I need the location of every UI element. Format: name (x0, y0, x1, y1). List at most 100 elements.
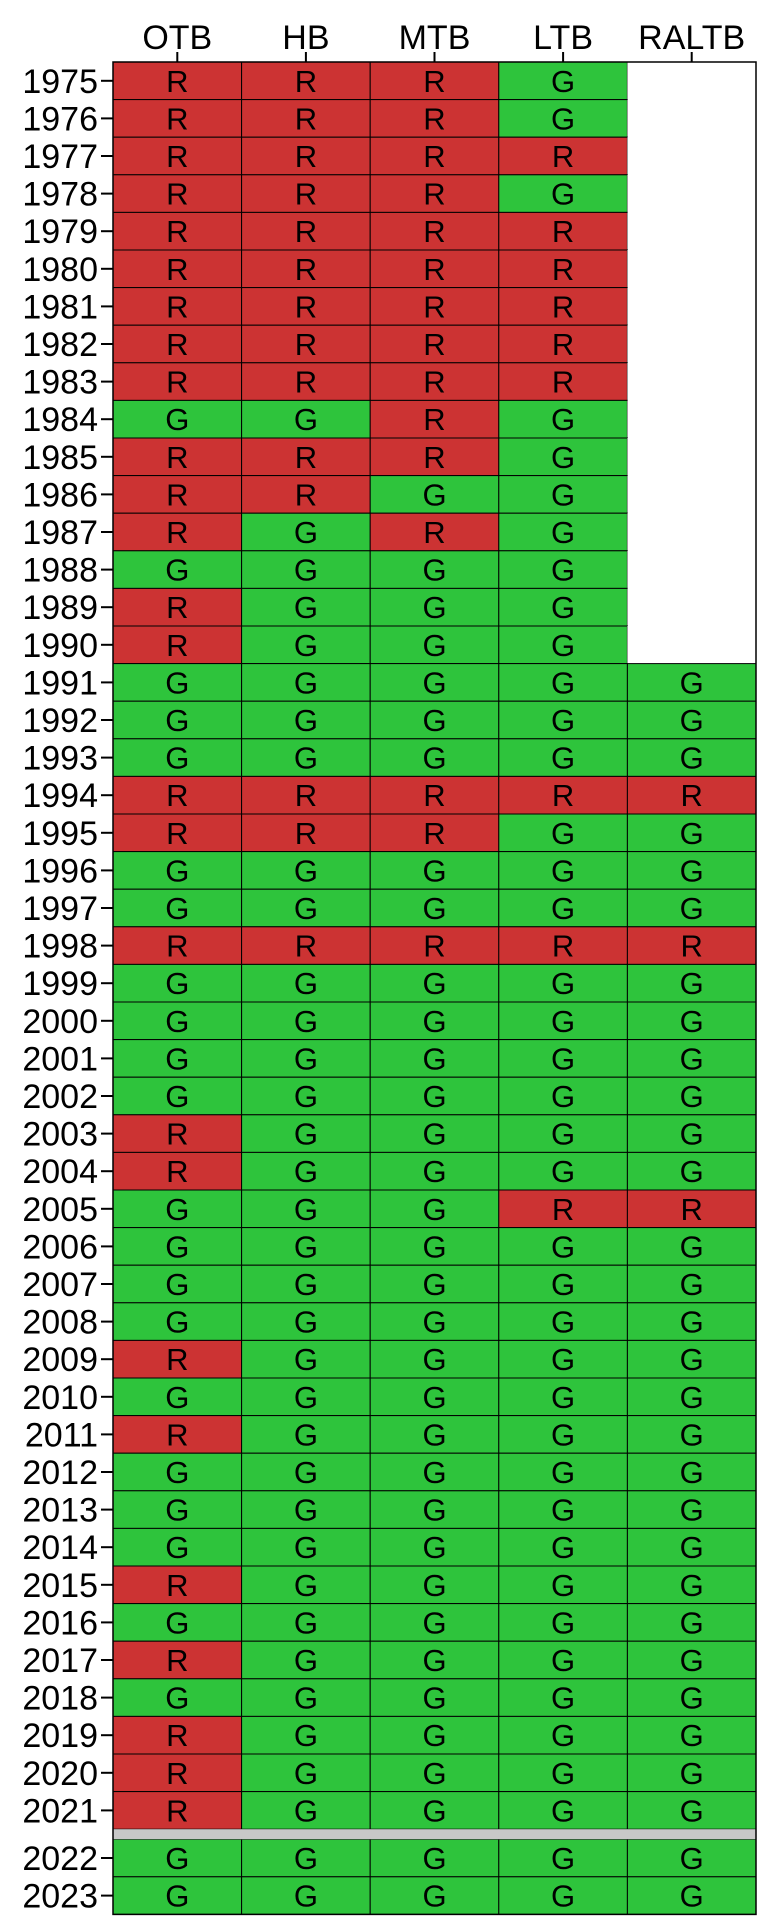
cell-value: G (551, 402, 575, 437)
cell-value: G (551, 1568, 575, 1603)
cell-value: G (551, 515, 575, 550)
cell-value: R (166, 1568, 188, 1603)
heatmap-cell (627, 626, 756, 664)
cell-value: G (680, 1004, 704, 1039)
cell-value: R (552, 778, 574, 813)
cell-value: R (295, 64, 317, 99)
heatmap-cell (498, 1039, 628, 1078)
cell-value: R (295, 139, 317, 174)
cell-value: R (295, 440, 317, 475)
heatmap-cell (626, 1678, 757, 1717)
cell-value: G (551, 477, 575, 512)
cell-value: G (551, 1079, 575, 1114)
cell-value: R (166, 1117, 188, 1152)
cell-value: G (551, 1493, 575, 1528)
heatmap-cell (626, 775, 757, 815)
cell-value: R (552, 139, 574, 174)
separator-band (113, 1829, 756, 1840)
column-label: MTB (399, 19, 471, 57)
heatmap-cell (112, 1339, 243, 1379)
cell-value: G (422, 1568, 446, 1603)
heatmap-cell (626, 888, 757, 928)
cell-value: R (166, 477, 188, 512)
cell-value: G (551, 853, 575, 888)
cell-value: G (551, 1117, 575, 1152)
heatmap-cell (498, 1753, 628, 1793)
row-label: 2006 (22, 1228, 98, 1266)
cell-value: G (680, 665, 704, 700)
row-label: 2010 (22, 1379, 98, 1417)
row-label: 1982 (22, 326, 98, 364)
cell-value: G (680, 1568, 704, 1603)
row-label: 1977 (22, 138, 98, 176)
heatmap-cell (627, 475, 756, 514)
heatmap-cell (498, 1640, 628, 1680)
cell-value: G (551, 1756, 575, 1791)
heatmap-cell (626, 1490, 757, 1529)
cell-value: G (551, 1380, 575, 1415)
heatmap-cell (241, 287, 371, 326)
heatmap-cell (626, 963, 757, 1003)
heatmap-cell (241, 1302, 371, 1341)
heatmap-cell (369, 1076, 500, 1116)
row-label: 2001 (22, 1040, 98, 1078)
heatmap-cell (626, 1640, 757, 1680)
heatmap-cell (369, 1227, 500, 1266)
heatmap-cell (626, 663, 757, 702)
heatmap-cell (626, 1039, 757, 1078)
cell-value: G (165, 1455, 189, 1490)
cell-value: R (166, 816, 188, 851)
cell-value: G (551, 891, 575, 926)
heatmap-cell (369, 700, 500, 740)
heatmap-cell (241, 1227, 371, 1266)
heatmap-cell (369, 1415, 500, 1454)
cell-value: R (295, 327, 317, 362)
cell-value: R (166, 515, 188, 550)
heatmap-cell (112, 1876, 243, 1915)
heatmap-cell (112, 625, 243, 665)
cell-value: G (294, 1568, 318, 1603)
heatmap-cell (626, 1715, 757, 1755)
heatmap-cell (626, 851, 757, 890)
cell-value: G (294, 628, 318, 663)
heatmap-cell (369, 211, 500, 251)
cell-value: G (294, 1380, 318, 1415)
cell-value: R (423, 252, 445, 287)
cell-value: G (294, 1643, 318, 1678)
heatmap-cell (369, 249, 500, 289)
cell-value: G (294, 1305, 318, 1340)
cell-value: G (294, 515, 318, 550)
heatmap-cell (112, 663, 243, 702)
cell-value: G (165, 1041, 189, 1076)
cell-value: R (166, 139, 188, 174)
heatmap-cell (241, 475, 371, 514)
cell-value: R (423, 139, 445, 174)
heatmap-cell (498, 437, 628, 477)
cell-value: R (166, 1718, 188, 1753)
cell-value: G (294, 665, 318, 700)
heatmap-cell (627, 137, 756, 175)
heatmap-cell (626, 1452, 757, 1492)
cell-value: G (294, 1342, 318, 1377)
heatmap-cell (112, 1039, 243, 1078)
cell-value: G (680, 1380, 704, 1415)
cell-value: R (423, 289, 445, 324)
cell-value: R (423, 929, 445, 964)
heatmap-cell (498, 813, 628, 853)
row-label: 1998 (22, 928, 98, 966)
cell-value: G (551, 177, 575, 212)
row-label: 2014 (22, 1529, 98, 1567)
cell-value: R (295, 929, 317, 964)
cell-value: G (422, 1493, 446, 1528)
row-label: 1976 (22, 100, 98, 138)
cell-value: G (551, 1305, 575, 1340)
row-label: 2019 (22, 1717, 98, 1755)
cell-value: G (165, 1004, 189, 1039)
cell-value: G (422, 1380, 446, 1415)
cell-value: R (166, 252, 188, 287)
heatmap-cell (112, 362, 243, 401)
heatmap-cell (369, 625, 500, 665)
cell-value: G (422, 1605, 446, 1640)
heatmap-cell (626, 1302, 757, 1341)
heatmap-cell (369, 1527, 500, 1567)
